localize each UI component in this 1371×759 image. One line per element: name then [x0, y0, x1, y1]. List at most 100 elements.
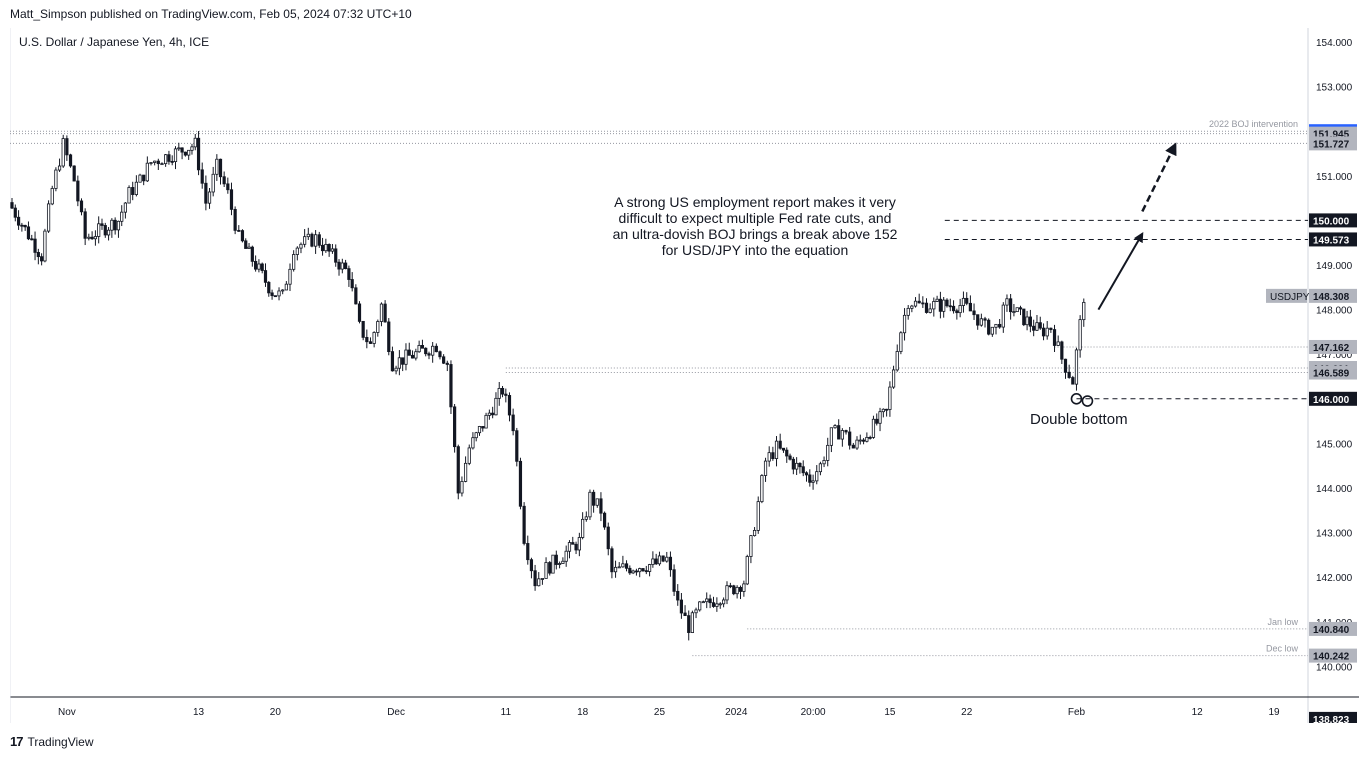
candle-body [1012, 311, 1016, 314]
candle-body [945, 299, 949, 307]
candle-body [401, 357, 405, 365]
price-badge-label: 148.308 [1313, 292, 1350, 303]
y-tick-label: 142.000 [1316, 573, 1353, 584]
candle-body [871, 418, 876, 438]
candle-body [657, 555, 662, 565]
candle-body [891, 369, 896, 388]
candle-body [998, 323, 1002, 328]
candle-body [72, 165, 76, 182]
double-bottom-label: Double bottom [1030, 411, 1128, 428]
candle-body [507, 395, 512, 416]
candle-body [449, 364, 453, 408]
candle-body [661, 555, 665, 562]
candle-body [938, 298, 942, 312]
x-tick-label: 11 [501, 707, 512, 718]
candle-body [554, 554, 558, 565]
candle-body [631, 570, 635, 574]
candle-body [306, 233, 310, 238]
double-bottom-marker [1081, 395, 1094, 407]
candle-body [317, 234, 321, 246]
candle-body [858, 439, 862, 442]
candle-body [606, 526, 610, 550]
candle-body [592, 491, 596, 506]
candle-body [654, 558, 658, 565]
candle-body [106, 229, 111, 236]
chart-pane[interactable]: 154.000153.000152.000151.000150.000149.0… [10, 28, 1359, 723]
candle-body [303, 236, 307, 245]
candle-body [93, 236, 98, 240]
candle-body [818, 463, 823, 473]
candle-body [540, 578, 545, 580]
target-arrow-dashed [1141, 142, 1177, 213]
price-badge-label: 151.727 [1313, 139, 1350, 150]
candle-body [888, 386, 892, 410]
candle-body [829, 427, 833, 446]
candle-body [394, 367, 398, 372]
candle-body [420, 345, 425, 349]
candle-body [215, 158, 219, 175]
price-badge-label: 149.573 [1313, 235, 1350, 246]
candle-body [1071, 377, 1075, 385]
candle-body [1056, 341, 1060, 346]
candle-body [354, 287, 358, 305]
level-label: Dec low [1266, 644, 1299, 654]
candle-body [732, 585, 736, 595]
candle-body [668, 556, 673, 571]
candle-body [742, 583, 746, 592]
candle-body [698, 601, 702, 611]
candle-body [624, 563, 629, 569]
candle-body [745, 556, 749, 585]
candle-body [173, 148, 178, 163]
candle-body [500, 388, 505, 395]
candle-body [116, 220, 121, 231]
candle-body [160, 163, 164, 166]
candle-body [895, 351, 899, 371]
candle-body [250, 246, 254, 262]
candle-body [913, 300, 918, 307]
candle-body [865, 436, 869, 442]
tradingview-mark-icon: 17 [10, 734, 24, 749]
price-badge [1309, 213, 1357, 228]
price-badge-label: 146.000 [1313, 395, 1350, 406]
candle-body [504, 393, 508, 396]
candle-body [1041, 327, 1046, 337]
candle-body [431, 345, 435, 356]
candle-body [281, 289, 285, 292]
candle-body [665, 556, 669, 562]
candle-body [647, 564, 652, 572]
candle-body [497, 388, 501, 399]
y-tick-label: 147.000 [1316, 350, 1353, 361]
candle-body [1028, 316, 1032, 327]
candlestick-chart[interactable]: 154.000153.000152.000151.000150.000149.0… [10, 28, 1359, 723]
candle-body [1038, 322, 1042, 329]
annotation-line: an ultra-dovish BOJ brings a break above… [612, 226, 898, 242]
price-badge [1309, 339, 1357, 354]
candle-body [738, 586, 743, 592]
candles [10, 131, 1086, 641]
candle-body [634, 570, 639, 573]
candle-body [868, 436, 872, 439]
price-badge [1309, 136, 1357, 151]
candle-body [955, 310, 959, 314]
candle-body [183, 151, 187, 156]
candle-body [414, 351, 418, 359]
candle-body [644, 570, 648, 573]
x-tick-label: 22 [961, 707, 973, 718]
candle-body [875, 418, 879, 424]
candle-body [445, 362, 449, 365]
candle-body [533, 570, 537, 587]
candle-body [651, 558, 655, 565]
annotation-line: for USD/JPY into the equation [661, 242, 849, 258]
y-tick-label: 140.000 [1316, 662, 1353, 673]
candle-body [763, 460, 768, 476]
candle-body [153, 160, 157, 163]
price-badge-label: 151.945 [1313, 130, 1350, 141]
candle-body [752, 530, 757, 537]
candle-body [494, 397, 498, 416]
candle-body [474, 432, 478, 439]
candle-body [260, 263, 264, 271]
tradingview-logo[interactable]: 17 TradingView [10, 734, 94, 749]
candle-body [979, 318, 983, 326]
candle-body [728, 585, 732, 588]
candle-body [756, 501, 760, 531]
